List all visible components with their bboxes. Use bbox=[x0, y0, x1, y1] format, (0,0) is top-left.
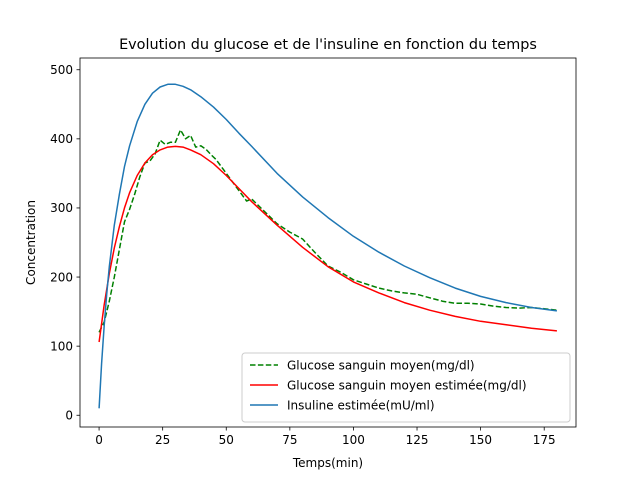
y-tick-label: 400 bbox=[50, 132, 73, 146]
legend-label-3: Insuline estimée(mU/ml) bbox=[287, 398, 435, 412]
x-tick-label: 0 bbox=[95, 433, 103, 447]
legend-box bbox=[241, 352, 571, 423]
x-tick-label: 100 bbox=[342, 433, 365, 447]
series-line-1 bbox=[98, 129, 557, 333]
y-tick-label: 200 bbox=[50, 270, 73, 284]
x-tick-label: 175 bbox=[533, 433, 556, 447]
legend-label-2: Glucose sanguin moyen estimée(mg/dl) bbox=[287, 378, 527, 392]
y-axis-label: Concentration bbox=[24, 200, 38, 285]
series-layer bbox=[98, 83, 557, 409]
x-tick-label: 75 bbox=[282, 433, 297, 447]
x-axis-label: Temps(min) bbox=[292, 456, 363, 470]
series-line-3 bbox=[98, 83, 557, 409]
x-axis: 0 25 50 75 100 125 150 175 bbox=[95, 427, 556, 447]
x-tick-label: 25 bbox=[155, 433, 170, 447]
y-tick-label: 0 bbox=[65, 409, 73, 423]
x-tick-label: 50 bbox=[219, 433, 234, 447]
x-tick-label: 150 bbox=[469, 433, 492, 447]
chart-title: Evolution du glucose et de l'insuline en… bbox=[119, 37, 537, 53]
y-tick-label: 500 bbox=[50, 63, 73, 77]
plot-frame bbox=[79, 57, 577, 428]
y-tick-label: 300 bbox=[50, 201, 73, 215]
y-tick-label: 100 bbox=[50, 339, 73, 353]
legend-label-1: Glucose sanguin moyen(mg/dl) bbox=[287, 358, 475, 372]
legend: Glucose sanguin moyen(mg/dl) Glucose sang… bbox=[241, 352, 571, 423]
series-line-2 bbox=[98, 145, 557, 343]
x-tick-label: 125 bbox=[406, 433, 429, 447]
y-axis: 0 100 200 300 400 500 bbox=[50, 63, 80, 423]
plot-area bbox=[79, 57, 577, 428]
